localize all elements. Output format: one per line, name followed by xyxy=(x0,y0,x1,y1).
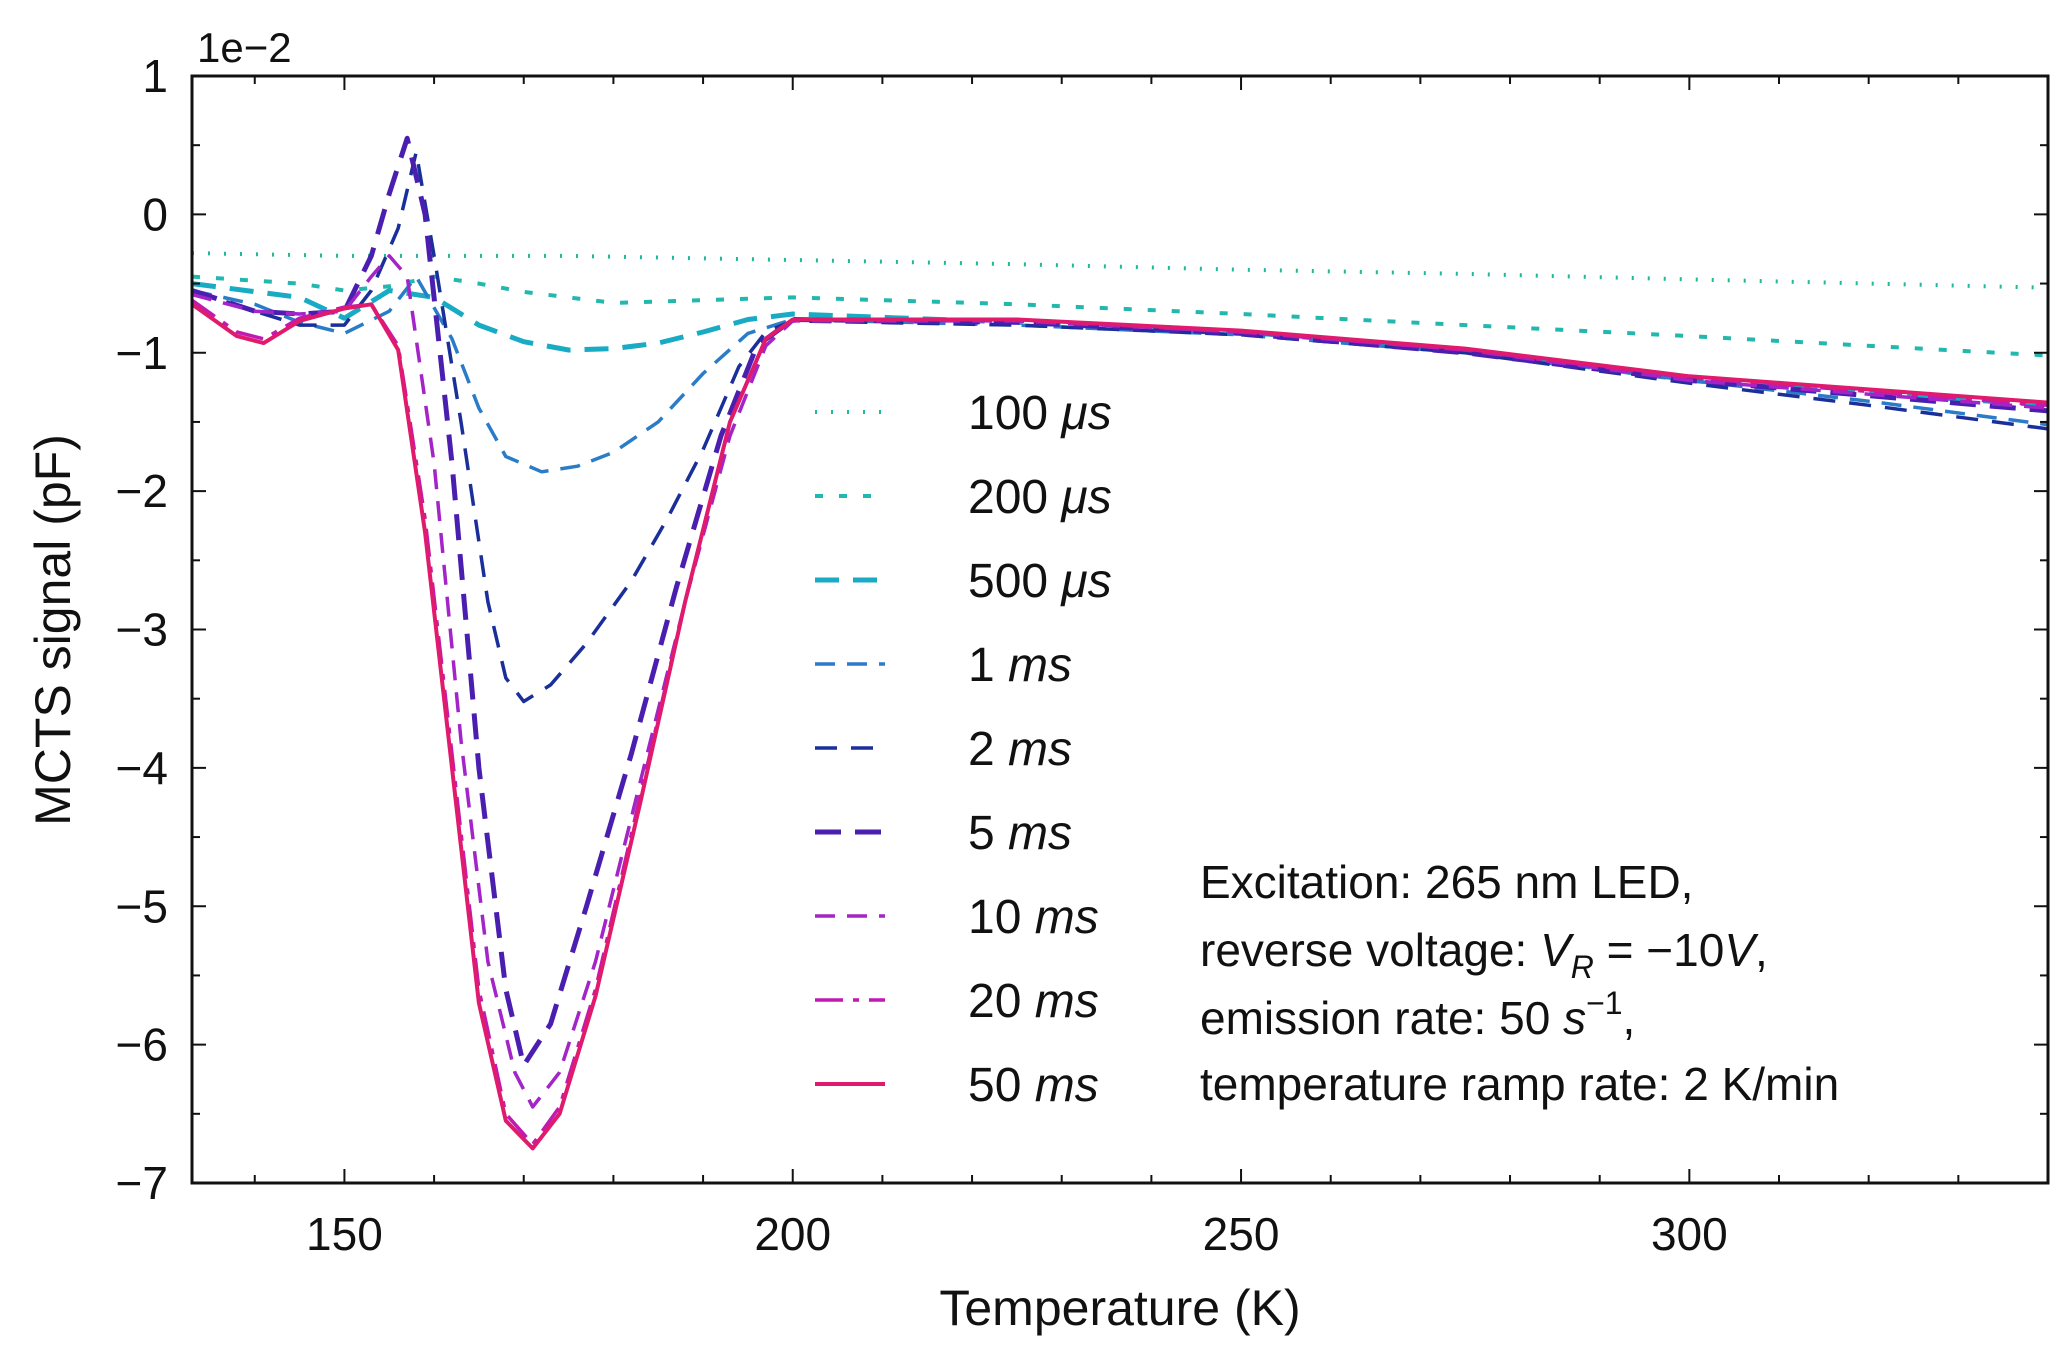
x-tick-label: 200 xyxy=(754,1208,831,1260)
legend-label: 2 ms xyxy=(968,723,1072,776)
annotation-line-4: temperature ramp rate: 2 K/min xyxy=(1200,1058,1839,1110)
ticks-layer xyxy=(192,75,2049,1184)
annotation-line-2: reverse voltage: VR = −10V, xyxy=(1200,924,1768,985)
y-tick-label: 1 xyxy=(142,50,168,102)
legend: 100 μs 200 μs 500 μs 1 ms 2 ms 5 ms 10 ms 20 ms… xyxy=(815,387,1112,1112)
y-tick-labels: 1 0 −1 −2 −3 −4 −5 −6 −7 xyxy=(116,50,168,1209)
annotation: Excitation: 265 nm LED, reverse voltage:… xyxy=(1200,856,1839,1110)
series-layer xyxy=(190,135,2049,1151)
legend-label: 1 ms xyxy=(968,639,1072,692)
y-tick-label: −4 xyxy=(116,742,168,794)
legend-label: 100 μs xyxy=(968,387,1112,440)
x-tick-labels: 150 200 250 300 xyxy=(306,1208,1728,1260)
y-tick-label: −2 xyxy=(116,465,168,517)
x-tick-label: 300 xyxy=(1651,1208,1728,1260)
y-tick-label: 0 xyxy=(142,188,168,240)
series-line-2 xyxy=(191,274,2049,358)
legend-label: 20 ms xyxy=(968,975,1099,1028)
x-tick-label: 250 xyxy=(1203,1208,1280,1260)
legend-label: 200 μs xyxy=(968,471,1112,524)
legend-label: 5 ms xyxy=(968,807,1072,860)
annotation-line-3: emission rate: 50 s−1, xyxy=(1200,985,1635,1044)
y-axis-label: MCTS signal (pF) xyxy=(25,434,81,826)
legend-label: 50 ms xyxy=(968,1059,1099,1112)
legend-label: 500 μs xyxy=(968,555,1112,608)
series-line-9 xyxy=(190,302,2049,1151)
legend-label: 10 ms xyxy=(968,891,1099,944)
y-offset-label: 1e−2 xyxy=(197,24,292,71)
annotation-line-1: Excitation: 265 nm LED, xyxy=(1200,856,1693,908)
y-tick-label: −5 xyxy=(116,880,168,932)
x-tick-label: 150 xyxy=(306,1208,383,1260)
y-tick-label: −1 xyxy=(116,327,168,379)
x-axis-label: Temperature (K) xyxy=(939,1280,1300,1336)
y-tick-label: −6 xyxy=(116,1019,168,1071)
y-tick-label: −7 xyxy=(116,1157,168,1209)
y-tick-label: −3 xyxy=(116,604,168,656)
